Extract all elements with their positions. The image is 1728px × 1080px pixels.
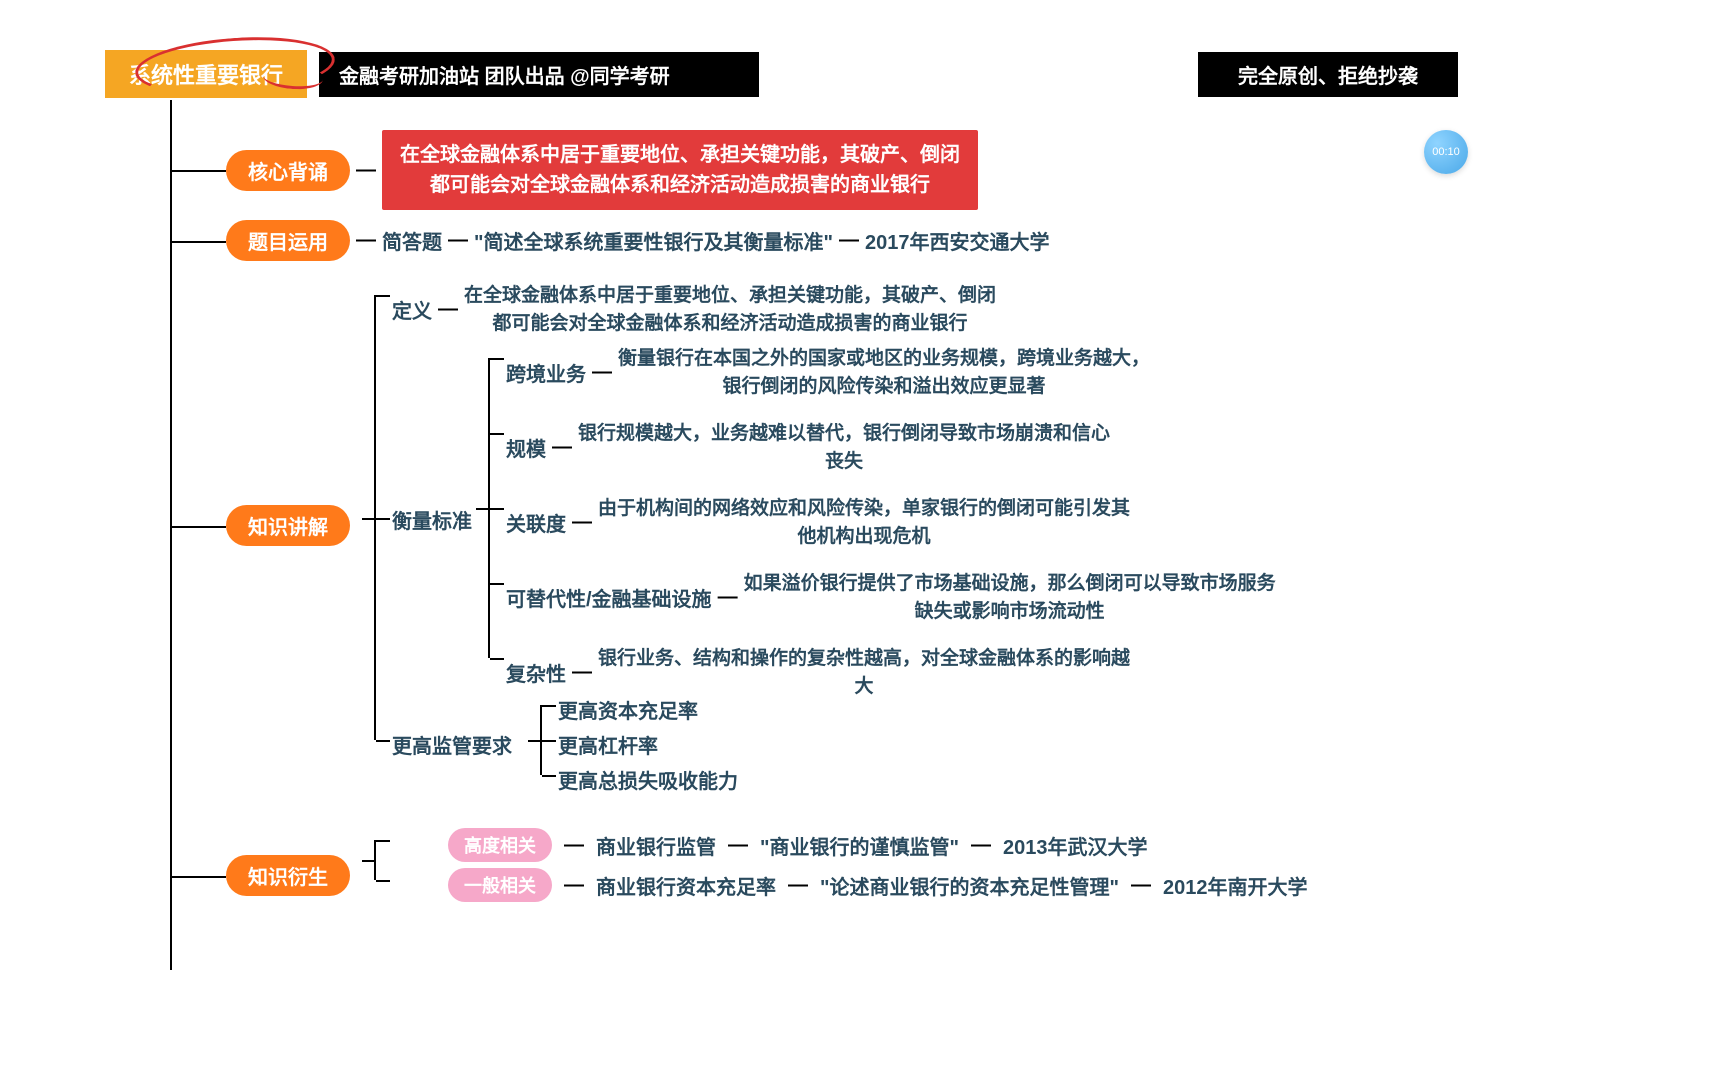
- copyright-box: 完全原创、拒绝抄袭: [1198, 52, 1458, 97]
- derived-general: 一般相关 — 商业银行资本充足率 — "论述商业银行的资本充足性管理" — 20…: [392, 868, 1307, 902]
- node-correlation: 关联度 — 由于机构间的网络效应和风险传染，单家银行的倒闭可能引发其 他机构出现…: [506, 495, 1130, 550]
- pill-derived: 知识衍生: [226, 855, 350, 896]
- derived-high: 高度相关 — 商业银行监管 — "商业银行的谨慎监管" — 2013年武汉大学: [392, 828, 1147, 862]
- node-regulation: 更高监管要求: [392, 730, 512, 759]
- reg-a: 更高资本充足率: [558, 695, 698, 724]
- reg-b: 更高杠杆率: [558, 730, 658, 759]
- q-quote: "简述全球系统重要性银行及其衡量标准": [474, 226, 833, 255]
- qtype: 简答题: [382, 226, 442, 255]
- pill-core-recite: 核心背诵: [226, 150, 350, 191]
- node-complexity: 复杂性 — 银行业务、结构和操作的复杂性越高，对全球金融体系的影响越 大: [506, 645, 1130, 700]
- node-scale: 规模 — 银行规模越大，业务越难以替代，银行倒闭导致市场崩溃和信心 丧失: [506, 420, 1110, 475]
- core-recite-content: 在全球金融体系中居于重要地位、承担关键功能，其破产、倒闭 都可能会对全球金融体系…: [382, 130, 978, 210]
- node-substitutability: 可替代性/金融基础设施 — 如果溢价银行提供了市场基础设施，那么倒闭可以导致市场…: [506, 570, 1276, 625]
- reg-c: 更高总损失吸收能力: [558, 765, 738, 794]
- definition-text: 在全球金融体系中居于重要地位、承担关键功能，其破产、倒闭 都可能会对全球金融体系…: [464, 282, 996, 337]
- author-box: 金融考研加油站 团队出品 @同学考研: [319, 52, 759, 97]
- node-definition: 定义 — 在全球金融体系中居于重要地位、承担关键功能，其破产、倒闭 都可能会对全…: [392, 282, 996, 337]
- tag-general: 一般相关: [448, 868, 552, 902]
- tag-high: 高度相关: [448, 828, 552, 862]
- node-crossborder: 跨境业务 — 衡量银行在本国之外的国家或地区的业务规模，跨境业务越大， 银行倒闭…: [506, 345, 1150, 400]
- branch-core-recite: 核心背诵 — 在全球金融体系中居于重要地位、承担关键功能，其破产、倒闭 都可能会…: [170, 130, 978, 210]
- pill-knowledge-explain: 知识讲解: [226, 505, 350, 546]
- bracket-explain: [374, 295, 376, 740]
- pill-question-use: 题目运用: [226, 220, 350, 261]
- bracket-regulation: [540, 705, 542, 775]
- page-title: 系统性重要银行: [105, 50, 307, 98]
- bracket-criteria: [488, 358, 490, 658]
- branch-question-use: 题目运用 — 简答题 — "简述全球系统重要性银行及其衡量标准" — 2017年…: [170, 220, 1049, 261]
- node-criteria: 衡量标准: [392, 505, 472, 534]
- branch-derived: 知识衍生: [170, 855, 350, 896]
- bracket-derived: [374, 840, 376, 880]
- q-source: 2017年西安交通大学: [865, 226, 1050, 255]
- title-text: 系统性重要银行: [129, 63, 283, 88]
- header: 系统性重要银行 金融考研加油站 团队出品 @同学考研 完全原创、拒绝抄袭: [105, 50, 1458, 98]
- branch-knowledge-explain: 知识讲解: [170, 505, 350, 546]
- mindmap: 核心背诵 — 在全球金融体系中居于重要地位、承担关键功能，其破产、倒闭 都可能会…: [170, 100, 1608, 1040]
